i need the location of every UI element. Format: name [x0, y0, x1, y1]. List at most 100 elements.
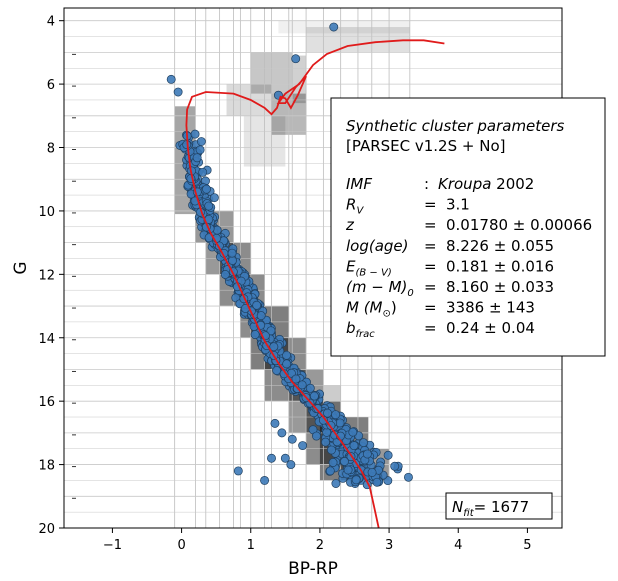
data-point-881 — [362, 449, 372, 459]
param-eq-4: = — [424, 257, 437, 275]
nfit-box-frame — [445, 492, 553, 520]
param-symbol-rest-6: ) — [391, 299, 397, 317]
data-point-818 — [372, 477, 382, 487]
data-point-896 — [227, 248, 237, 258]
y-tick-label-12: 12 — [38, 268, 55, 283]
param-value-4: 0.181 ± 0.016 — [446, 257, 554, 275]
param-value-italic-0: Kroupa — [438, 175, 491, 193]
data-point-918 — [312, 431, 321, 441]
y-axis-label: G — [11, 261, 31, 274]
x-tick-label-5: 5 — [523, 538, 531, 553]
data-point-871 — [266, 326, 276, 336]
y-tick-label-6: 6 — [47, 78, 55, 93]
nfit-value: = 1677 — [474, 498, 530, 516]
data-point-878 — [367, 467, 377, 477]
y-tick-label-18: 18 — [38, 459, 55, 474]
param-symbol-sub-7: frac — [356, 329, 376, 340]
data-point-874 — [269, 342, 279, 352]
x-tick-label-1: 1 — [247, 538, 255, 553]
param-symbol-2: z — [345, 216, 355, 234]
isochrone — [185, 39, 445, 529]
parameters-model: [PARSEC v1.2S + No] — [346, 137, 505, 155]
param-value-3: 8.226 ± 0.055 — [446, 237, 554, 255]
param-symbol-6: M (M⊙) — [346, 299, 397, 320]
param-eq-3: = — [424, 237, 437, 255]
y-tick-label-4: 4 — [47, 15, 55, 30]
param-symbol-main-1: R — [346, 196, 356, 214]
param-value-7: 0.24 ± 0.04 — [446, 319, 535, 337]
data-point-877 — [343, 465, 353, 475]
data-point-774 — [272, 366, 282, 375]
data-point-917 — [404, 472, 413, 482]
data-point-702 — [198, 167, 208, 177]
param-symbol-main-3: log(age) — [346, 237, 409, 255]
x-tick-label-4: 4 — [454, 538, 462, 553]
data-point-838 — [321, 437, 330, 447]
data-point-860 — [192, 153, 202, 163]
y-tick-label-20: 20 — [38, 522, 55, 537]
data-point-91 — [331, 479, 341, 488]
parameters-rows: IMF: Kroupa 2002 RV = 3.1 z = 0.01780 ± 0.0006… — [345, 175, 592, 340]
data-point-901 — [291, 54, 301, 64]
data-point-857 — [252, 300, 262, 310]
data-point-650 — [196, 137, 206, 146]
x-tick-label-2: 2 — [316, 538, 324, 553]
param-symbol-main-5: (m − M) — [346, 278, 407, 296]
data-point-913 — [298, 441, 308, 451]
param-symbol-main-7: b — [346, 319, 356, 337]
y-tick-label-10: 10 — [38, 205, 55, 220]
data-point-847 — [351, 475, 361, 485]
x-tick-label-0: 0 — [177, 538, 185, 553]
data-point-690 — [340, 457, 349, 466]
data-point-875 — [305, 383, 315, 393]
param-symbol-sub-6: ⊙ — [383, 309, 391, 320]
data-point-902 — [166, 74, 176, 84]
data-point-788 — [282, 359, 292, 369]
data-point-887 — [256, 311, 266, 321]
data-point-868 — [202, 184, 211, 194]
param-value-2: 0.01780 ± 0.00066 — [446, 216, 592, 234]
bin-cell-18 — [278, 20, 410, 34]
data-point-900 — [329, 22, 339, 32]
parameters-heading: Synthetic cluster parameters — [346, 117, 565, 135]
y-tick-label-14: 14 — [38, 332, 55, 347]
param-symbol-7: bfrac — [346, 319, 375, 340]
data-point-577 — [383, 450, 393, 460]
param-eq-5: = — [424, 278, 437, 296]
nfit-label: Nfit= 1677 — [452, 498, 529, 519]
nfit-box: Nfit= 1677 — [445, 492, 553, 520]
data-point-911 — [260, 475, 270, 485]
param-eq-7: = — [424, 319, 437, 337]
data-point-259 — [190, 129, 200, 139]
x-tick-label-3: 3 — [385, 538, 393, 553]
data-point-750 — [195, 145, 205, 155]
y-ticks: 4 6 8 10 12 14 16 18 20 — [38, 15, 76, 537]
data-point-903 — [173, 87, 183, 97]
data-point-916 — [325, 466, 335, 476]
data-point-889 — [348, 427, 358, 437]
data-point-890 — [349, 441, 359, 451]
data-point-559 — [359, 438, 368, 448]
param-value-1: 3.1 — [446, 196, 470, 214]
param-eq-1: = — [424, 196, 437, 214]
data-point-906 — [277, 428, 287, 438]
parameters-box-frame — [330, 97, 606, 357]
param-symbol-main-4: E — [346, 257, 356, 275]
parameters-box: Synthetic cluster parameters [PARSEC v1.… — [330, 97, 606, 357]
y-tick-label-16: 16 — [38, 395, 55, 410]
isochrone-line — [185, 39, 445, 529]
data-point-742 — [250, 330, 260, 340]
param-value-suffix-0: 2002 — [491, 175, 534, 193]
data-point-907 — [287, 434, 297, 444]
param-symbol-sub-1: V — [356, 206, 364, 217]
data-point-869 — [291, 374, 301, 384]
data-point-909 — [267, 453, 276, 463]
grid-lines — [64, 8, 562, 529]
data-point-805 — [335, 418, 345, 428]
data-point-842 — [204, 201, 214, 211]
param-value-6: 3386 ± 143 — [446, 299, 535, 317]
nfit-symbol: N — [452, 498, 463, 516]
param-symbol-4: E(B − V) — [346, 257, 392, 278]
param-value-5: 8.160 ± 0.033 — [446, 278, 554, 296]
